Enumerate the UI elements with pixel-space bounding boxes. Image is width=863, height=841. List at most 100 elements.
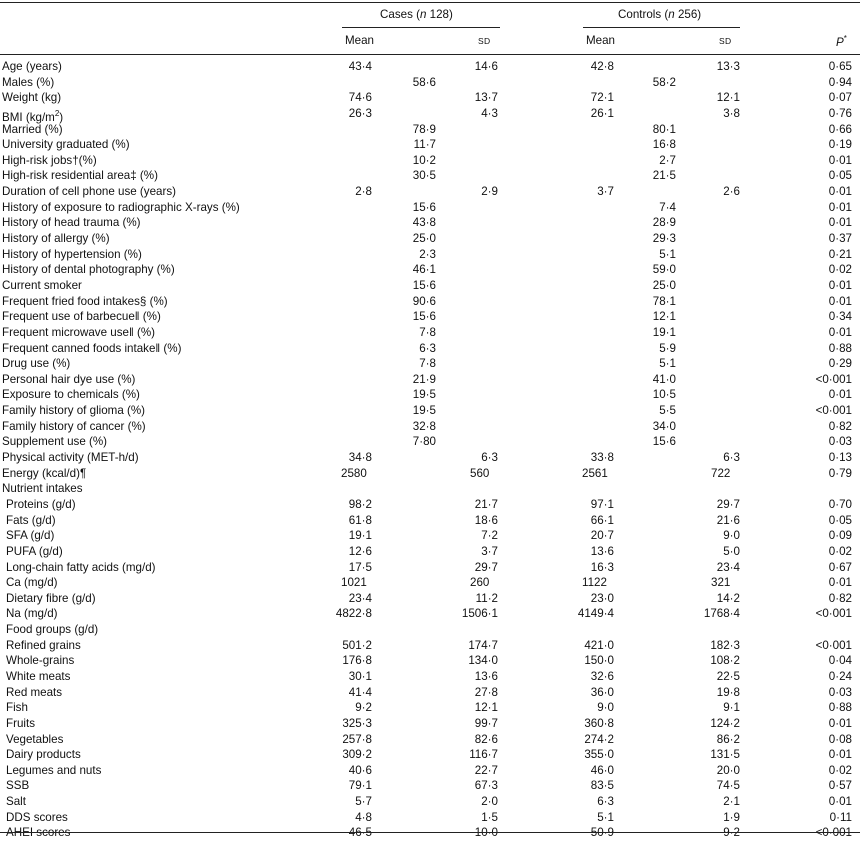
controls-mean-cell: 16·3 [590,560,614,574]
p-value-cell: 0·01 [828,388,852,402]
cases-sd-cell: 27·8 [474,685,498,699]
controls-sd-cell: 29·7 [716,497,740,511]
table-row: Family history of glioma (%) 19·5 5·5 <0·00… [0,403,863,419]
controls-mean-cell: 36·0 [590,685,614,699]
controls-mean-cell: 274·2 [584,732,614,746]
cases-mean-cell: 4822·8 [335,607,372,621]
controls-percent-cell: 5·9 [659,341,676,355]
p-value-cell: 0·05 [828,513,852,527]
table-row: Drug use (%) 7·8 5·1 0·29 [0,356,863,372]
p-value-cell: <0·001 [815,372,852,386]
cases-sd-cell: 1506·1 [461,607,498,621]
p-value-cell: 0·67 [828,560,852,574]
row-label: Frequent microwave use‖ (%) [2,325,155,339]
cases-percent-cell: 90·6 [412,294,436,308]
controls-percent-cell: 80·1 [652,122,676,136]
row-label: University graduated (%) [2,138,130,152]
row-label: SSB [6,779,30,793]
cases-sd-cell: 18·6 [474,513,498,527]
table-row: Whole-grains 176·8 134·0 150·0 108·2 0·04 [0,653,863,669]
cases-mean-cell: 34·8 [348,451,372,465]
controls-mean-cell: 9·0 [597,701,614,715]
p-value-cell: 0·07 [828,91,852,105]
table-row: History of hypertension (%) 2·3 5·1 0·21 [0,247,863,263]
controls-percent-cell: 15·6 [652,435,676,449]
cases-mean-cell: 9·2 [355,701,372,715]
row-label: Exposure to chemicals (%) [2,388,140,402]
controls-percent-cell: 10·5 [652,388,676,402]
row-label: Refined grains [6,638,81,652]
table-row: Duration of cell phone use (years) 2·8 2·9… [0,184,863,200]
p-value-cell: <0·001 [815,638,852,652]
cases-sd-cell: 99·7 [474,716,498,730]
p-value-cell: 0·65 [828,60,852,73]
p-value-cell: 0·01 [828,748,852,762]
controls-percent-cell: 41·0 [652,372,676,386]
cases-sd-cell: 12·1 [474,701,498,715]
table-row: Nutrient intakes [0,481,863,497]
cases-sd-cell: 67·3 [474,779,498,793]
controls-mean-cell: 97·1 [590,497,614,511]
row-label: Males (%) [2,75,55,89]
row-label: Red meats [6,685,63,699]
controls-percent-cell: 59·0 [652,263,676,277]
row-label: Duration of cell phone use (years) [2,185,176,199]
cases-percent-cell: 15·6 [412,310,436,324]
p-value-cell: 0·01 [828,294,852,308]
cases-percent-cell: 78·9 [412,122,436,136]
cases-mean-cell: 19·1 [348,529,372,543]
row-label: Family history of cancer (%) [2,419,146,433]
controls-mean-header: Mean [586,34,616,47]
cases-sd-cell: 82·6 [474,732,498,746]
row-label: DDS scores [6,810,68,824]
table-row: Vegetables 257·8 82·6 274·2 86·2 0·08 [0,732,863,748]
controls-percent-cell: 21·5 [652,169,676,183]
controls-sd-cell: 12·1 [716,91,740,105]
row-label: Ca (mg/d) [6,576,58,590]
table-row: Red meats 41·4 27·8 36·0 19·8 0·03 [0,685,863,701]
cases-percent-cell: 11·7 [413,138,436,152]
p-value-cell: 0·11 [829,810,852,824]
controls-mean-cell: 32·6 [590,669,614,683]
cases-percent-cell: 32·8 [412,419,436,433]
cases-sd-cell: 116·7 [469,748,498,762]
p-value-cell: 0·94 [828,75,852,89]
cases-sd-cell: 174·7 [468,638,498,652]
controls-mean-cell: 66·1 [590,513,614,527]
controls-sd-cell: 722 [711,466,731,480]
p-value-cell: 0·02 [828,263,852,277]
row-label: Fish [6,701,28,715]
table-row: Frequent microwave use‖ (%) 7·8 19·1 0·01 [0,325,863,341]
table-row: BMI (kg/m2) 26·3 4·3 26·1 3·8 0·76 [0,106,863,124]
table-row: Refined grains 501·2 174·7 421·0 182·3 <0·001 [0,638,863,654]
cases-sd-cell: 134·0 [468,654,498,668]
table-row: Age (years) 43·4 14·6 42·8 13·3 0·65 [0,59,863,75]
p-value-cell: 0·03 [828,685,852,699]
controls-percent-cell: 5·1 [659,357,676,371]
table-row: PUFA (g/d) 12·6 3·7 13·6 5·0 0·02 [0,544,863,560]
p-value-cell: 0·66 [828,122,852,136]
controls-sd-cell: 9·0 [723,529,740,543]
cases-mean-cell: 2580 [341,466,367,480]
table-row: Frequent canned foods intake‖ (%) 6·3 5·9 0… [0,341,863,357]
cases-percent-cell: 58·6 [412,75,436,89]
controls-percent-cell: 78·1 [652,294,676,308]
cases-group-header: Cases (n 128) [380,8,453,21]
row-label: Frequent canned foods intake‖ (%) [2,341,182,355]
cases-mean-cell: 43·4 [348,60,372,73]
p-value-cell: 0·70 [828,497,852,511]
p-value-cell: <0·001 [815,404,852,418]
table-row: Personal hair dye use (%) 21·9 41·0 <0·001 [0,372,863,388]
row-label: White meats [6,669,71,683]
p-value-cell: 0·13 [828,451,852,465]
row-label: Frequent fried food intakes§ (%) [2,294,168,308]
cases-group-rule [342,27,500,28]
p-value-cell: 0·01 [828,576,852,590]
controls-sd-cell: 321 [711,576,731,590]
cases-percent-cell: 7·80 [412,435,436,449]
table-row: History of head trauma (%) 43·8 28·9 0·01 [0,215,863,231]
table-row: Na (mg/d) 4822·8 1506·1 4149·4 1768·4 <0·001 [0,606,863,622]
cases-mean-cell: 309·2 [342,748,372,762]
controls-mean-cell: 33·8 [590,451,614,465]
controls-mean-cell: 1122 [582,576,607,590]
